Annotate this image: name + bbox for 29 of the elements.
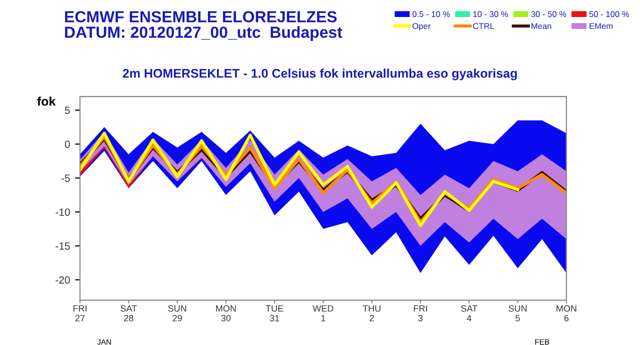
- x-tick-label: SAT 4: [461, 305, 478, 322]
- y-tick-label: -5: [61, 174, 70, 182]
- x-tick-label: FRI 3: [414, 305, 427, 322]
- legend-label: 10 - 30 %: [473, 11, 508, 18]
- y-tick-label: 5: [64, 106, 70, 114]
- legend-label: Mean: [532, 23, 552, 30]
- y-tick-label: -20: [56, 276, 70, 284]
- chart-subtitle: 2m HOMERSEKLET - 1.0 Celsius fok intervallumba eso gyakorisag: [122, 68, 517, 80]
- y-tick-label: -10: [56, 208, 70, 216]
- legend-label: EMem: [590, 23, 613, 30]
- chart-title: ECMWF ENSEMBLE ELOREJELZES DATUM: 20120127_00_utc Budapest: [65, 11, 342, 42]
- x-tick-label: MON 30: [216, 305, 236, 322]
- x-tick-label: FRI 27: [73, 305, 86, 322]
- y-tick-label: 0: [64, 140, 70, 148]
- x-tick-label: SUN 29: [168, 305, 186, 322]
- legend-label: CTRL: [473, 23, 494, 30]
- x-tick-label: THU 2: [362, 305, 380, 322]
- x-tick-label: SUN 5: [508, 305, 527, 322]
- x-tick-label: WED 1: [312, 305, 334, 322]
- y-tick-label: -15: [56, 242, 70, 250]
- x-tick-label: SAT 28: [120, 305, 137, 322]
- line-series: [80, 132, 520, 228]
- x-tick-label: TUE 31: [266, 305, 284, 322]
- legend-label: 30 - 50 %: [531, 11, 566, 18]
- legend-label: Oper: [412, 23, 431, 31]
- x-tick-label: MON 6: [556, 305, 576, 322]
- legend-label: 50 - 100 %: [589, 11, 630, 18]
- y-axis-title: fok: [37, 96, 56, 106]
- legend-label: 0.5 - 10 %: [412, 11, 450, 18]
